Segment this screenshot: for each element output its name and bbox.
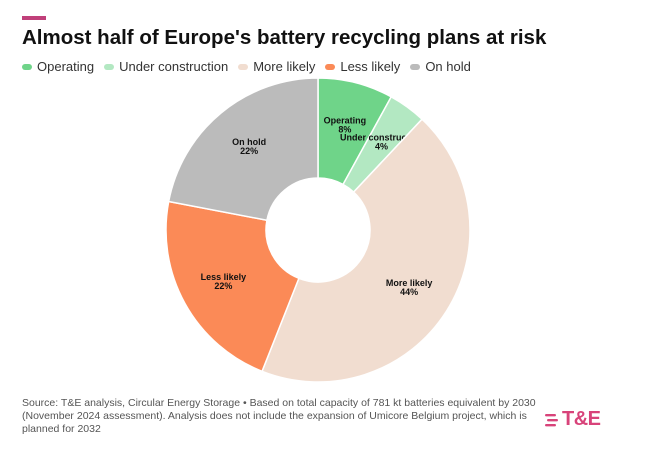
slice-label-value: 22% (214, 281, 232, 291)
slice-label-value: 8% (338, 124, 351, 134)
legend-item: Under construction (104, 59, 228, 74)
slice-label-value: 44% (400, 287, 418, 297)
legend-label: Less likely (340, 59, 401, 74)
legend-label: On hold (425, 59, 471, 74)
legend-swatch (325, 63, 336, 70)
accent-bar (22, 16, 46, 20)
donut-chart: Operating 8%Under construction 4% More like… (165, 77, 471, 383)
slice-label: Less likely 22% (201, 272, 247, 291)
slice-label: On hold 22% (232, 137, 266, 156)
legend-swatch (238, 63, 249, 70)
legend-label: Under construction (119, 59, 229, 74)
slice-label: Operating 8% (324, 115, 367, 134)
pie-slice (165, 200, 300, 373)
slice-label-name: On hold (232, 137, 266, 147)
legend-item: On hold (410, 59, 471, 74)
pie-slice (261, 118, 471, 383)
legend-swatch (22, 63, 32, 70)
slice-label-name: More likely (386, 278, 433, 288)
slice-label-name: Under construction (340, 133, 423, 143)
legend-swatch (410, 63, 421, 70)
legend-item: More likely (238, 59, 315, 74)
pie-slice (167, 77, 319, 222)
legend-swatch (104, 63, 115, 70)
legend-item: Operating (22, 59, 94, 74)
te-logo: T&E (545, 408, 601, 431)
logo-text: T&E (562, 408, 601, 430)
slice-label-value: 4% (375, 142, 388, 152)
legend-item: Less likely (325, 59, 400, 74)
legend-label: Operating (37, 59, 95, 74)
slice-label: Under construction 4% (340, 133, 423, 152)
chart-title: Almost half of Europe's battery recyclin… (22, 26, 547, 49)
three-bar-logo-icon (545, 413, 558, 426)
slice-label-name: Less likely (201, 272, 247, 282)
legend: Operating Under construction More likely Le… (22, 59, 471, 74)
slice-label-name: Operating (324, 115, 367, 125)
source-footnote: Source: T&E analysis, Circular Energy St… (22, 397, 536, 435)
slice-label-value: 22% (240, 146, 258, 156)
legend-label: More likely (253, 59, 316, 74)
slice-label: More likely 44% (386, 278, 433, 297)
